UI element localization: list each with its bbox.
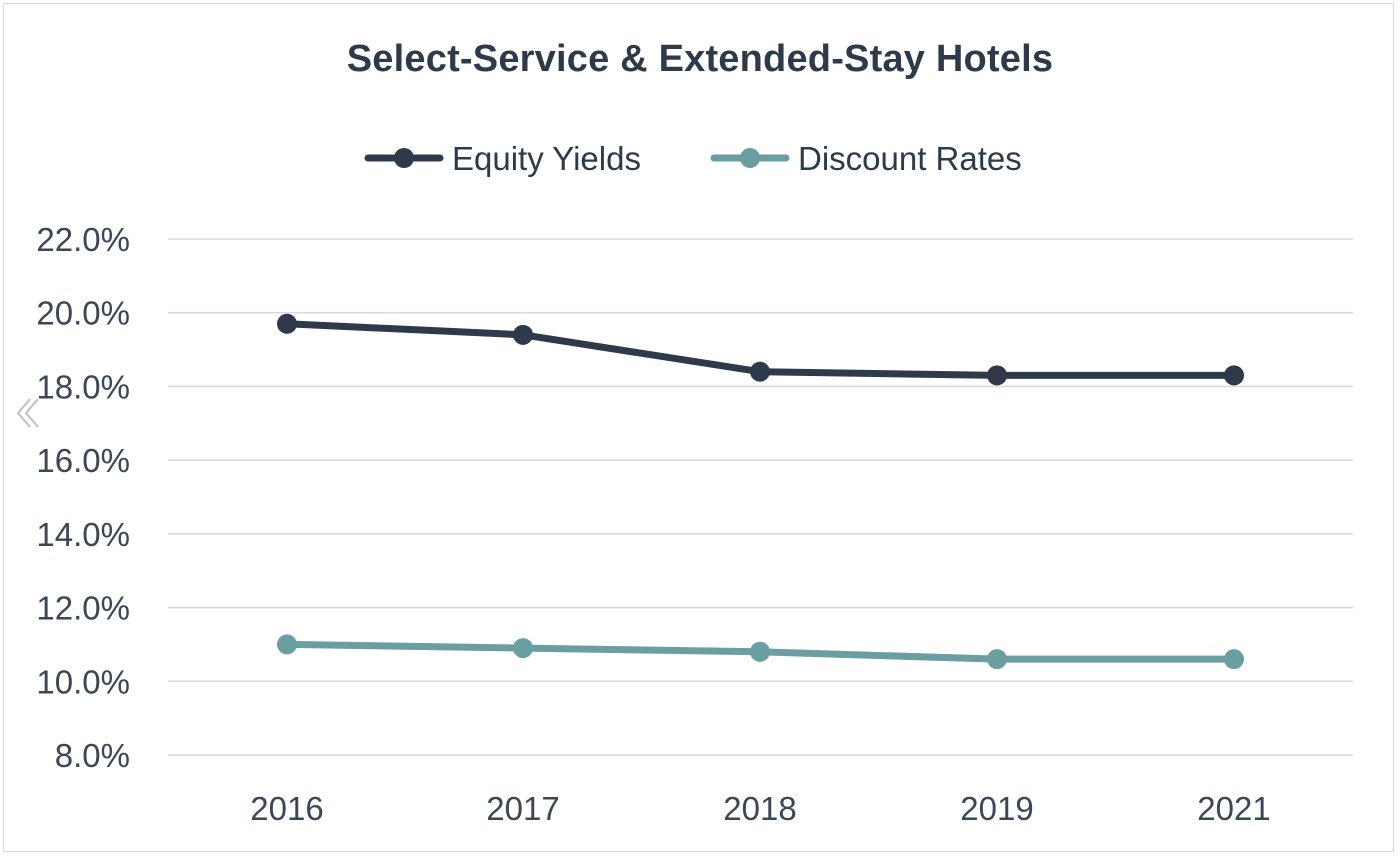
legend-item: Discount Rates — [710, 140, 1022, 177]
chart-title: Select-Service & Extended-Stay Hotels — [346, 38, 1054, 80]
data-point — [513, 324, 533, 345]
legend-marker — [740, 148, 760, 168]
y-tick-label: 8.0% — [55, 737, 130, 774]
data-point — [987, 365, 1007, 386]
x-tick-label: 2016 — [250, 790, 323, 827]
x-axis-tick-labels: 2016 2017 2018 2019 2021 — [250, 790, 1270, 827]
data-point — [750, 361, 770, 382]
series-lines — [277, 313, 1244, 670]
legend: Equity Yields Discount Rates — [364, 140, 1022, 177]
y-tick-label: 14.0% — [36, 516, 130, 553]
x-tick-label: 2018 — [723, 790, 796, 827]
legend-label: Equity Yields — [452, 140, 641, 177]
x-tick-label: 2017 — [486, 790, 559, 827]
x-tick-label: 2019 — [960, 790, 1033, 827]
chart-frame — [3, 3, 1394, 852]
series-0 — [277, 313, 1244, 386]
data-point — [277, 634, 297, 655]
x-tick-label: 2021 — [1197, 790, 1270, 827]
data-point — [987, 649, 1007, 670]
y-tick-label: 10.0% — [36, 663, 130, 700]
data-point — [1224, 649, 1244, 670]
y-tick-label: 22.0% — [36, 221, 130, 258]
data-point — [277, 313, 297, 334]
y-axis-tick-labels: 8.0% 10.0% 12.0% 14.0% 16.0% 18.0% 20.0% 22.0% — [36, 221, 130, 774]
y-tick-label: 20.0% — [36, 295, 130, 332]
legend-label: Discount Rates — [798, 140, 1022, 177]
data-point — [513, 638, 533, 659]
y-tick-label: 18.0% — [36, 368, 130, 405]
chevron-left-icon[interactable] — [14, 396, 44, 430]
data-point — [750, 641, 770, 662]
data-point — [1224, 365, 1244, 386]
y-tick-label: 12.0% — [36, 590, 130, 627]
legend-item: Equity Yields — [364, 140, 641, 177]
series-1 — [277, 634, 1244, 670]
legend-marker — [394, 148, 414, 168]
gridlines — [168, 238, 1353, 756]
y-tick-label: 16.0% — [36, 442, 130, 479]
